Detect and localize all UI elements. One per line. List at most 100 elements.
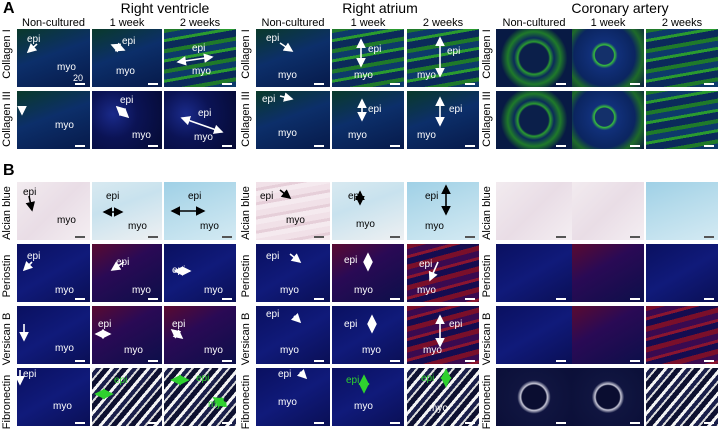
scale-bar xyxy=(704,360,714,362)
arrow xyxy=(25,195,36,212)
scale-bar xyxy=(704,298,714,300)
scale-bar xyxy=(465,298,475,300)
tile-a-ra-nc-col1: epi myo xyxy=(256,29,330,87)
arrow xyxy=(279,92,294,102)
scale-bar xyxy=(314,145,324,147)
tile-a-ra-1w-col1: epi myo xyxy=(332,29,404,87)
tile-a-ca-1w-col1 xyxy=(572,29,644,87)
scale-bar xyxy=(222,83,232,85)
epi-label: epi xyxy=(192,43,206,54)
myo-label: myo xyxy=(362,345,381,356)
myo-label: myo xyxy=(278,128,297,139)
scale-bar xyxy=(630,145,640,147)
epi-label: epi xyxy=(368,44,382,55)
arrow xyxy=(115,105,130,119)
myo-label: myo xyxy=(278,397,297,408)
tile-b-ca-nc-periostin xyxy=(496,244,572,302)
epi-label: epi xyxy=(449,319,463,330)
scale-bar xyxy=(148,422,158,424)
myo-label: myo xyxy=(417,285,436,296)
myo-label: myo xyxy=(204,345,223,356)
myo-label: myo xyxy=(53,401,72,412)
scale-bar xyxy=(630,422,640,424)
scale-bar xyxy=(390,236,400,238)
col-label-ra-1w: 1 week xyxy=(350,17,386,29)
epi-label: epi xyxy=(344,255,358,266)
scale-bar xyxy=(148,236,158,238)
epi-label: epi xyxy=(266,309,280,320)
scale-bar xyxy=(556,298,566,300)
arrow xyxy=(212,396,228,408)
tile-b-ra-nc-fibronectin: epi myo xyxy=(256,368,330,426)
scale-bar xyxy=(556,422,566,424)
scale-bar xyxy=(314,360,324,362)
tile-a-rv-1w-col1: epi myo xyxy=(92,29,162,87)
myo-label: myo xyxy=(354,285,373,296)
scale-bar xyxy=(390,298,400,300)
epi-label: epi xyxy=(346,375,360,386)
myo-label: myo xyxy=(57,62,76,73)
scale-bar xyxy=(704,83,714,85)
myo-label: myo xyxy=(280,345,299,356)
arrow xyxy=(290,312,302,324)
tile-b-ca-nc-alcian xyxy=(496,182,572,240)
tile-b-rv-nc-fibronectin: epi myo xyxy=(17,368,90,426)
epi-label: epi xyxy=(447,46,461,57)
epi-label: epi xyxy=(172,319,186,330)
myo-label: myo xyxy=(194,132,213,143)
scale-bar xyxy=(390,83,400,85)
scale-bar xyxy=(314,236,324,238)
scale-number: 20 xyxy=(73,73,84,83)
col-label-ra-nc: Non-cultured xyxy=(261,17,325,29)
myo-label: myo xyxy=(278,70,297,81)
tile-b-ca-1w-periostin xyxy=(572,244,644,302)
epi-label: epi xyxy=(421,373,435,384)
tile-a-ca-1w-col3 xyxy=(572,91,644,149)
myo-label: myo xyxy=(423,345,442,356)
myo-label: myo xyxy=(132,130,151,141)
epi-label: epi xyxy=(122,36,136,47)
myo-label: myo xyxy=(417,70,436,81)
group-title-right-atrium: Right atrium xyxy=(342,0,418,16)
scale-bar xyxy=(75,145,85,147)
scale-bar xyxy=(148,360,158,362)
epi-label: epi xyxy=(260,191,274,202)
scale-bar xyxy=(75,236,85,238)
arrow xyxy=(26,43,38,54)
scale-bar xyxy=(465,83,475,85)
scale-bar xyxy=(704,145,714,147)
myo-label: myo xyxy=(192,66,211,77)
epi-label: epi xyxy=(27,251,41,262)
scale-bar xyxy=(630,236,640,238)
col-label-rv-nc: Non-cultured xyxy=(22,17,85,29)
arrow xyxy=(110,42,126,53)
arrow xyxy=(279,42,294,52)
panel-letter-a: A xyxy=(3,0,15,17)
epi-label: epi xyxy=(188,191,202,202)
scale-bar xyxy=(630,360,640,362)
tile-b-ca-2w-periostin xyxy=(646,244,718,302)
myo-label: myo xyxy=(280,285,299,296)
scale-bar xyxy=(390,145,400,147)
tile-b-rv-nc-versican: myo xyxy=(17,306,90,364)
col-label-rv-2w: 2 weeks xyxy=(179,17,221,29)
epi-label: epi xyxy=(27,34,41,45)
epi-label: epi xyxy=(419,259,433,270)
tile-a-rv-1w-col3: epi myo xyxy=(92,91,162,149)
scale-bar xyxy=(465,145,475,147)
myo-label: myo xyxy=(429,403,448,414)
tile-a-ca-2w-col1 xyxy=(646,29,718,87)
epi-label: epi xyxy=(196,373,210,384)
col-label-ca-2w: 2 weeks xyxy=(661,17,703,29)
arrow xyxy=(110,261,125,271)
epi-label: epi xyxy=(425,191,439,202)
panel-letter-b: B xyxy=(3,162,15,179)
scale-bar xyxy=(148,298,158,300)
scale-bar xyxy=(556,236,566,238)
epi-label: epi xyxy=(106,191,120,202)
myo-label: myo xyxy=(132,285,151,296)
epi-label: epi xyxy=(266,251,280,262)
tile-a-rv-nc-col1: epi myo 20 xyxy=(17,29,90,87)
epi-label: epi xyxy=(23,369,37,380)
col-label-ca-nc: Non-cultured xyxy=(502,17,566,29)
